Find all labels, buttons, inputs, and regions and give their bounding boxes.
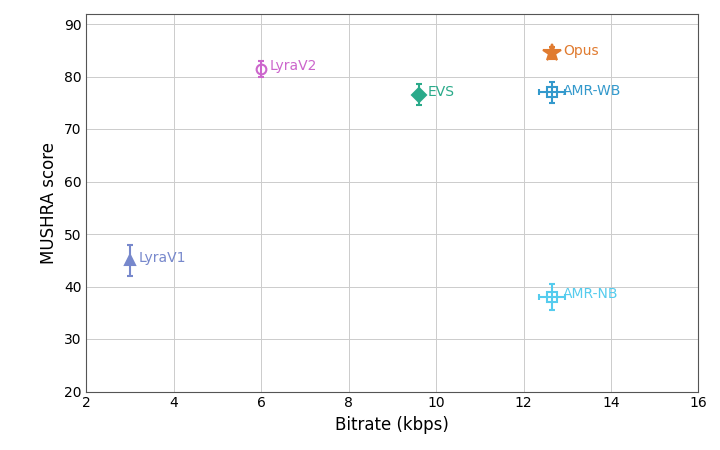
Text: AMR-NB: AMR-NB xyxy=(563,288,618,302)
Text: LyraV2: LyraV2 xyxy=(270,59,318,73)
Text: EVS: EVS xyxy=(428,85,454,99)
Text: AMR-WB: AMR-WB xyxy=(563,84,621,98)
Text: LyraV1: LyraV1 xyxy=(139,251,186,265)
X-axis label: Bitrate (kbps): Bitrate (kbps) xyxy=(336,416,449,434)
Text: Opus: Opus xyxy=(563,44,598,58)
Y-axis label: MUSHRA score: MUSHRA score xyxy=(40,141,58,264)
